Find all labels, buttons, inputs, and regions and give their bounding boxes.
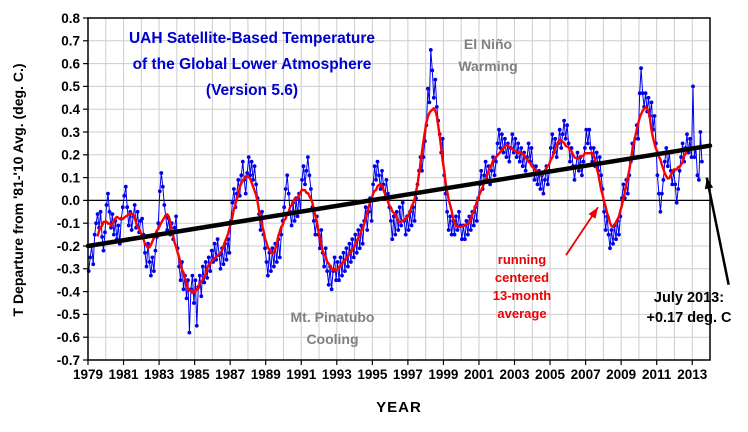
svg-text:2007: 2007 xyxy=(571,367,601,382)
svg-text:-0.7: -0.7 xyxy=(57,353,80,368)
svg-text:-0.2: -0.2 xyxy=(57,239,80,254)
svg-text:1981: 1981 xyxy=(109,367,140,382)
el-nino-annotation: El Niño Warming xyxy=(418,33,558,77)
svg-text:0.3: 0.3 xyxy=(61,125,80,140)
svg-text:0.8: 0.8 xyxy=(61,11,80,26)
svg-text:1987: 1987 xyxy=(215,367,245,382)
svg-text:1999: 1999 xyxy=(428,367,458,382)
svg-text:1997: 1997 xyxy=(393,367,423,382)
svg-text:2001: 2001 xyxy=(464,367,495,382)
svg-text:1991: 1991 xyxy=(286,367,317,382)
running-average-line2: centered xyxy=(494,270,550,285)
pinatubo-line2: Cooling xyxy=(306,331,359,347)
svg-text:-0.1: -0.1 xyxy=(57,216,81,231)
july-2013-line2: +0.17 deg. C xyxy=(646,310,732,326)
svg-text:0.4: 0.4 xyxy=(61,102,80,117)
running-average-line3: 13-month xyxy=(492,288,552,303)
running-average-annotation: running centered 13-month average xyxy=(466,251,578,323)
svg-text:-0.3: -0.3 xyxy=(57,262,81,277)
chart-title-line3: (Version 5.6) xyxy=(205,82,299,99)
svg-text:0.2: 0.2 xyxy=(61,148,80,163)
svg-text:-0.4: -0.4 xyxy=(57,284,81,299)
svg-text:2009: 2009 xyxy=(606,367,636,382)
svg-text:-0.6: -0.6 xyxy=(57,330,81,345)
svg-text:1979: 1979 xyxy=(73,367,103,382)
svg-text:1983: 1983 xyxy=(144,367,175,382)
running-average-line1: running xyxy=(497,252,547,267)
chart-title: UAH Satellite-Based Temperature of the G… xyxy=(96,26,408,104)
svg-text:2013: 2013 xyxy=(677,367,708,382)
svg-text:1993: 1993 xyxy=(322,367,353,382)
svg-text:0.1: 0.1 xyxy=(61,170,80,185)
svg-text:2011: 2011 xyxy=(642,367,672,382)
el-nino-line1: El Niño xyxy=(463,36,513,52)
svg-text:0.6: 0.6 xyxy=(61,56,80,71)
svg-text:0.5: 0.5 xyxy=(61,79,80,94)
svg-text:1995: 1995 xyxy=(357,367,388,382)
svg-text:0.0: 0.0 xyxy=(61,193,80,208)
pinatubo-line1: Mt. Pinatubo xyxy=(290,309,375,325)
running-average-line4: average xyxy=(497,306,547,321)
x-axis-title: YEAR xyxy=(376,399,422,416)
july-2013-line1: July 2013: xyxy=(653,290,725,306)
svg-text:-0.5: -0.5 xyxy=(57,307,81,322)
svg-text:1985: 1985 xyxy=(180,367,211,382)
svg-text:1989: 1989 xyxy=(251,367,281,382)
y-axis-title: T Departure from '81-'10 Avg. (deg. C.) xyxy=(10,63,26,317)
el-nino-line2: Warming xyxy=(458,58,518,74)
svg-text:0.7: 0.7 xyxy=(61,34,80,49)
chart-title-line2: of the Global Lower Atmosphere xyxy=(132,56,372,73)
svg-text:2005: 2005 xyxy=(535,367,566,382)
july-2013-annotation: July 2013: +0.17 deg. C xyxy=(630,288,748,328)
svg-text:2003: 2003 xyxy=(499,367,530,382)
chart-title-line1: UAH Satellite-Based Temperature xyxy=(128,30,376,47)
pinatubo-annotation: Mt. Pinatubo Cooling xyxy=(260,306,405,350)
